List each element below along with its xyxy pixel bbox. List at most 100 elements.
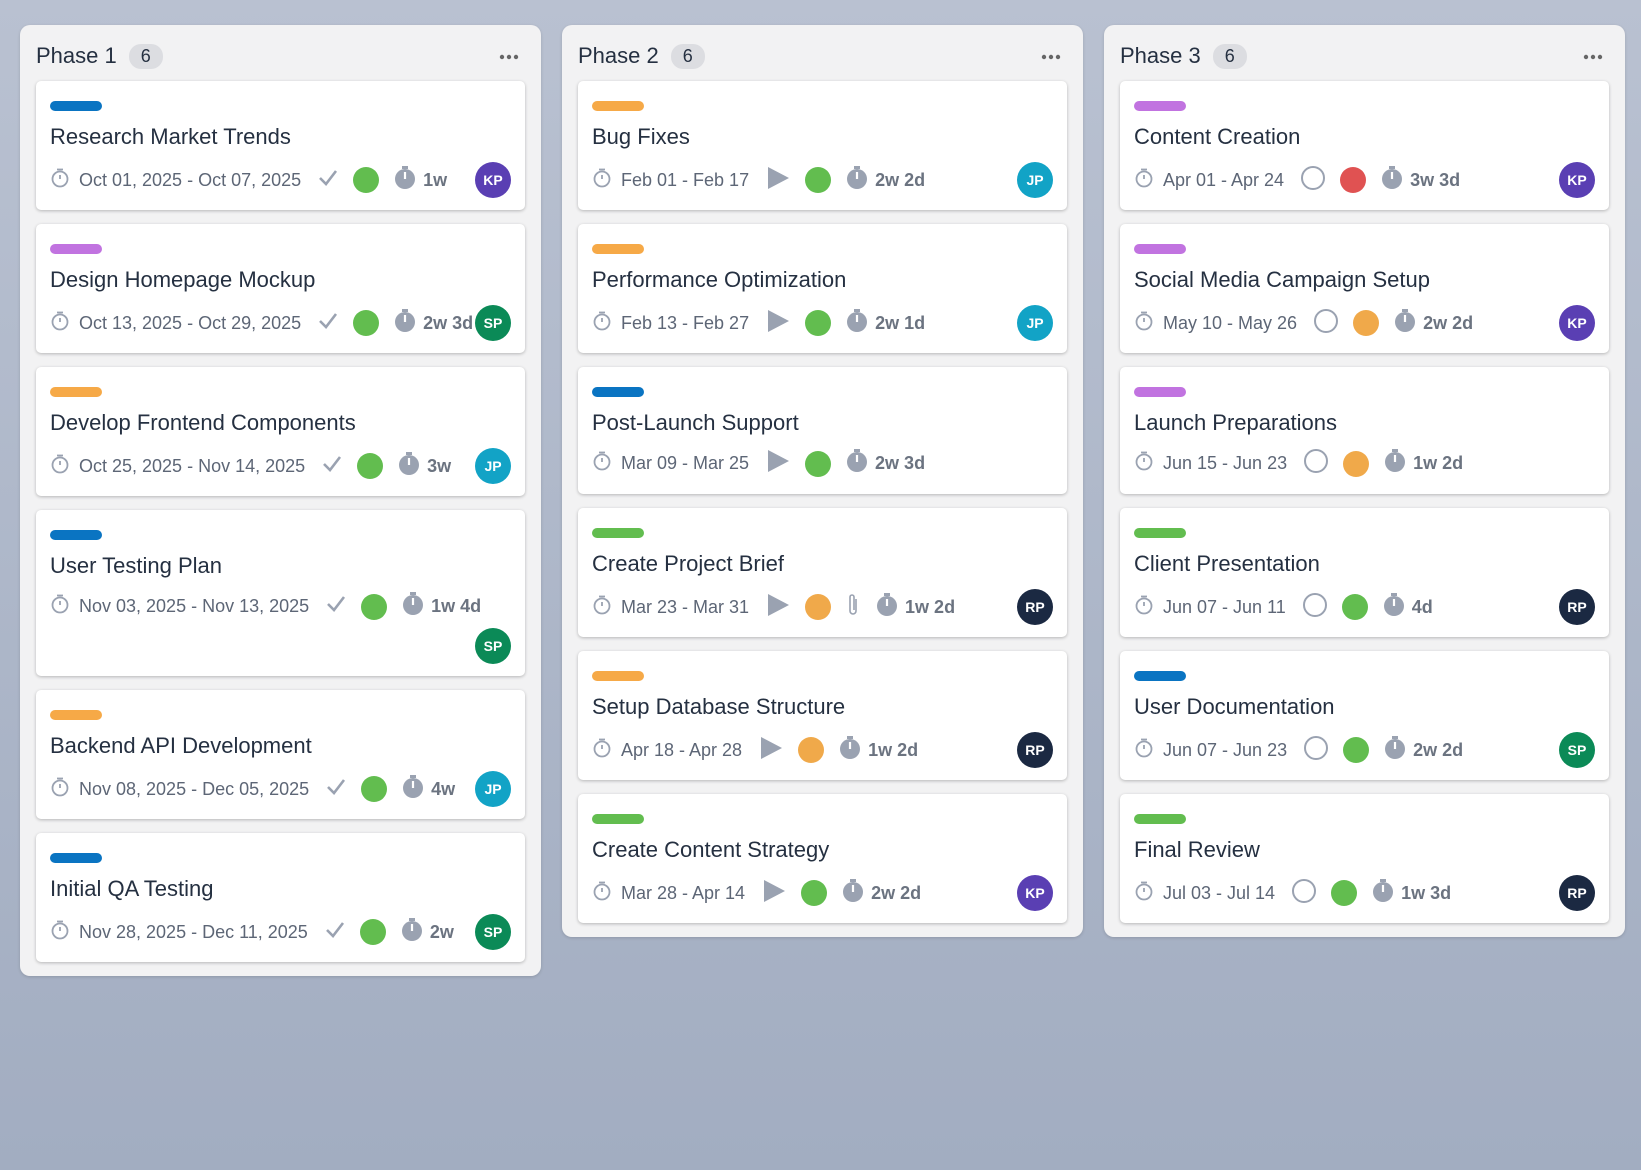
status-group: 1w 2d [742,735,918,766]
task-card[interactable]: Create Content Strategy Mar 28 - Apr 14 2w… [578,794,1067,923]
timer-icon [1373,878,1394,902]
stopwatch-icon [1135,881,1153,900]
task-card[interactable]: Develop Frontend Components Oct 25, 2025 … [36,367,525,496]
timer-icon [401,774,425,805]
timer-icon [845,448,869,479]
task-card[interactable]: Initial QA Testing Nov 28, 2025 - Dec 11,… [36,833,525,962]
task-card[interactable]: Client Presentation Jun 07 - Jun 11 4d RP [1120,508,1609,637]
status-group: 3w 3d [1284,165,1460,196]
timer-icon [1382,165,1403,189]
card-label [1134,387,1186,397]
column-menu[interactable] [1583,47,1603,65]
task-card[interactable]: Setup Database Structure Apr 18 - Apr 28 1… [578,651,1067,780]
card-meta: Mar 28 - Apr 14 2w 2d KP [592,875,1053,911]
duration: 4w [431,778,456,799]
task-card[interactable]: Launch Preparations Jun 15 - Jun 23 1w 2d [1120,367,1609,494]
timer-icon [395,165,416,189]
task-card[interactable]: Design Homepage Mockup Oct 13, 2025 - Oct… [36,224,525,353]
card-meta: Jun 15 - Jun 23 1w 2d [1134,448,1595,479]
card-meta: Nov 28, 2025 - Dec 11, 2025 2w SP [50,914,511,950]
status-dot [805,594,832,620]
status-icon [323,455,342,472]
card-meta: Jun 07 - Jun 11 4d RP [1134,589,1595,625]
status-dot [361,776,388,802]
avatar: JP [1017,305,1053,341]
stopwatch-icon [592,167,612,194]
column-title: Phase 2 [578,43,659,68]
dates: Mar 23 - Mar 31 [621,596,750,617]
stopwatch-icon [51,594,69,614]
avatar: RP [1017,732,1053,768]
task-card[interactable]: Performance Optimization Feb 13 - Feb 27 2… [578,224,1067,353]
duration: 3w 3d [1410,169,1461,190]
timer-icon [1380,165,1404,196]
task-card[interactable]: Research Market Trends Oct 01, 2025 - Oct… [36,81,525,210]
column-title: Phase 3 [1120,43,1201,68]
card-meta: Mar 09 - Mar 25 2w 3d [592,448,1053,479]
column-header: Phase 3 6 [1120,39,1609,73]
stopwatch-icon [50,593,70,620]
avatar: JP [1017,162,1053,198]
stopwatch-icon [50,453,70,480]
column-menu[interactable] [499,47,519,65]
status-icon [317,310,339,337]
stopwatch-icon [593,738,611,757]
task-card[interactable]: Backend API Development Nov 08, 2025 - De… [36,690,525,819]
timer-icon [1383,735,1407,766]
status-icon [319,169,338,186]
timer-icon [1395,308,1416,332]
status-group: 2w 3d [749,448,925,479]
card-meta: Feb 13 - Feb 27 2w 1d JP [592,305,1053,341]
timer-icon [1393,308,1417,339]
dates: May 10 - May 26 [1163,312,1298,333]
card-label [592,814,644,824]
status-icon [758,735,784,766]
date-range: Jun 15 - Jun 23 [1134,450,1287,477]
date-range: Nov 03, 2025 - Nov 13, 2025 [50,593,309,620]
card-label [592,528,644,538]
task-card[interactable]: Post-Launch Support Mar 09 - Mar 25 2w 3d [578,367,1067,494]
card-title: Launch Preparations [1134,410,1338,435]
task-card[interactable]: Bug Fixes Feb 01 - Feb 17 2w 2d JP [578,81,1067,210]
avatar: RP [1559,589,1595,625]
card-label [50,530,102,540]
timer-icon [403,592,424,615]
date-range: Oct 25, 2025 - Nov 14, 2025 [50,453,305,480]
task-card[interactable]: Social Media Campaign Setup May 10 - May … [1120,224,1609,353]
stopwatch-icon [593,168,611,187]
status-group: 2w 1d [749,308,925,339]
status-icon [1303,735,1329,766]
card-meta: Nov 03, 2025 - Nov 13, 2025 1w 4d SP [50,591,511,664]
task-card[interactable]: Create Project Brief Mar 23 - Mar 31 1w 2d… [578,508,1067,637]
stopwatch-icon [593,881,611,900]
duration: 2w 1d [875,312,926,333]
task-card[interactable]: User Documentation Jun 07 - Jun 23 2w 2d SP [1120,651,1609,780]
status-dot [1340,167,1367,193]
status-dot [805,310,832,336]
date-range: Jun 07 - Jun 11 [1134,594,1286,621]
card-title: Create Project Brief [592,551,784,576]
timer-icon [843,878,864,902]
date-range: Mar 09 - Mar 25 [592,450,749,477]
status-dot [801,880,828,906]
status-group: 2w 2d [1297,308,1473,339]
card-label [1134,671,1186,681]
status-icon [768,593,790,616]
timer-icon [403,774,424,798]
column-menu[interactable] [1041,47,1061,65]
stopwatch-icon [1134,737,1154,764]
dates: Jun 15 - Jun 23 [1163,453,1288,473]
stopwatch-icon [51,920,69,939]
date-range: Feb 13 - Feb 27 [592,310,749,337]
avatar: SP [475,628,511,664]
stopwatch-icon [50,167,70,194]
task-card[interactable]: User Testing Plan Nov 03, 2025 - Nov 13, … [36,510,525,676]
column-title: Phase 1 [36,43,117,68]
timer-icon [841,878,865,909]
status-icon [327,778,346,795]
duration: 1w 2d [1413,453,1464,473]
stopwatch-icon [593,595,611,614]
duration: 2w 3d [423,312,474,333]
task-card[interactable]: Content Creation Apr 01 - Apr 24 3w 3d KP [1120,81,1609,210]
task-card[interactable]: Final Review Jul 03 - Jul 14 1w 3d RP [1120,794,1609,923]
